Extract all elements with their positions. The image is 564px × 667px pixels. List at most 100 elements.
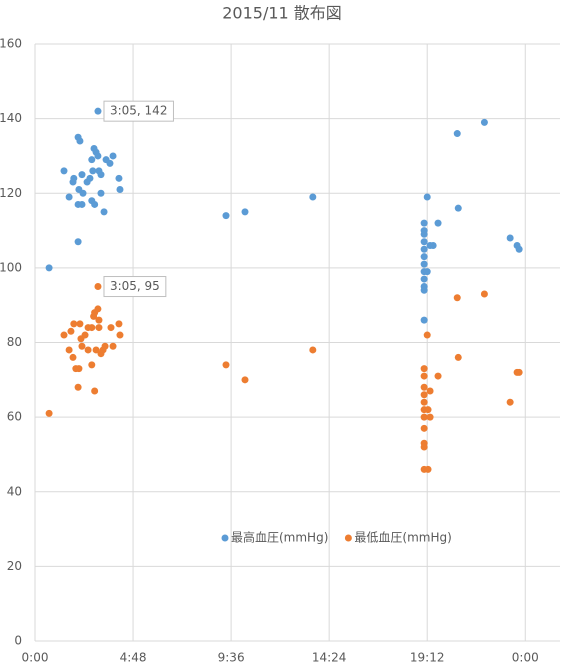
point bbox=[115, 174, 123, 182]
point bbox=[79, 189, 87, 197]
point bbox=[70, 174, 78, 182]
point bbox=[97, 171, 105, 179]
point bbox=[420, 238, 428, 246]
point bbox=[65, 193, 73, 201]
point bbox=[222, 212, 230, 220]
y-tick-label: 160 bbox=[0, 37, 22, 51]
annotation-box bbox=[103, 100, 174, 122]
point bbox=[426, 387, 434, 395]
y-tick-label: 60 bbox=[7, 410, 22, 424]
point bbox=[506, 234, 514, 242]
point bbox=[426, 413, 434, 421]
point bbox=[434, 372, 442, 380]
point bbox=[420, 365, 428, 373]
y-tick-label: 120 bbox=[0, 186, 22, 200]
point bbox=[60, 167, 68, 175]
point bbox=[76, 320, 84, 328]
point bbox=[420, 286, 428, 294]
point bbox=[78, 200, 86, 208]
point bbox=[106, 159, 114, 167]
legend-label: 最高血圧(mmHg) bbox=[231, 530, 328, 545]
point bbox=[420, 230, 428, 238]
point bbox=[89, 167, 97, 175]
point bbox=[515, 245, 523, 253]
point bbox=[60, 331, 68, 339]
point bbox=[420, 275, 428, 283]
point bbox=[86, 174, 94, 182]
point bbox=[420, 372, 428, 380]
point bbox=[453, 294, 461, 302]
point bbox=[454, 204, 462, 212]
x-tick-label: 0:00 bbox=[22, 651, 49, 665]
point bbox=[94, 152, 102, 160]
point bbox=[424, 465, 432, 473]
point bbox=[423, 268, 431, 276]
point bbox=[116, 186, 124, 194]
point bbox=[109, 342, 117, 350]
x-tick-label: 0:00 bbox=[512, 651, 539, 665]
point bbox=[97, 189, 105, 197]
point bbox=[94, 107, 102, 115]
point bbox=[70, 320, 78, 328]
point bbox=[241, 208, 249, 216]
point bbox=[74, 238, 82, 246]
point bbox=[420, 383, 428, 391]
point bbox=[515, 368, 523, 376]
point bbox=[309, 193, 317, 201]
point bbox=[222, 361, 230, 369]
y-tick-label: 20 bbox=[7, 559, 22, 573]
x-tick-label: 9:36 bbox=[218, 651, 245, 665]
point bbox=[65, 346, 73, 354]
point bbox=[67, 327, 75, 335]
point bbox=[95, 316, 103, 324]
point bbox=[78, 171, 86, 179]
point bbox=[95, 324, 103, 332]
point bbox=[420, 260, 428, 268]
point bbox=[45, 264, 53, 272]
point bbox=[81, 331, 89, 339]
point bbox=[88, 324, 96, 332]
y-tick-label: 100 bbox=[0, 260, 22, 274]
point bbox=[101, 342, 109, 350]
point bbox=[420, 219, 428, 227]
x-tick-label: 14:24 bbox=[312, 651, 347, 665]
y-tick-label: 80 bbox=[7, 335, 22, 349]
point bbox=[453, 130, 461, 138]
point bbox=[88, 361, 96, 369]
point bbox=[454, 353, 462, 361]
point bbox=[45, 409, 53, 417]
point bbox=[84, 346, 92, 354]
point bbox=[309, 346, 317, 354]
point bbox=[420, 253, 428, 261]
point bbox=[94, 283, 102, 291]
point bbox=[92, 346, 100, 354]
point bbox=[420, 424, 428, 432]
point bbox=[91, 387, 99, 395]
point bbox=[420, 413, 428, 421]
point bbox=[74, 383, 82, 391]
point bbox=[69, 353, 77, 361]
point bbox=[506, 398, 514, 406]
point bbox=[75, 365, 83, 373]
point bbox=[100, 208, 108, 216]
point bbox=[241, 376, 249, 384]
point bbox=[88, 156, 96, 164]
y-tick-label: 140 bbox=[0, 111, 22, 125]
chart-title: 2015/11 散布図 bbox=[222, 4, 342, 23]
annotation: 3:05, 142 bbox=[110, 104, 167, 118]
y-tick-label: 0 bbox=[14, 634, 22, 648]
point bbox=[91, 200, 99, 208]
point bbox=[429, 241, 437, 249]
y-tick-label: 40 bbox=[7, 484, 22, 498]
point bbox=[420, 391, 428, 399]
x-tick-label: 4:48 bbox=[120, 651, 147, 665]
point bbox=[420, 398, 428, 406]
point bbox=[116, 331, 124, 339]
x-tick-label: 19:12 bbox=[410, 651, 445, 665]
point bbox=[78, 342, 86, 350]
legend-marker bbox=[344, 534, 352, 542]
point bbox=[423, 193, 431, 201]
point bbox=[109, 152, 117, 160]
legend-label: 最低血圧(mmHg) bbox=[354, 531, 451, 545]
